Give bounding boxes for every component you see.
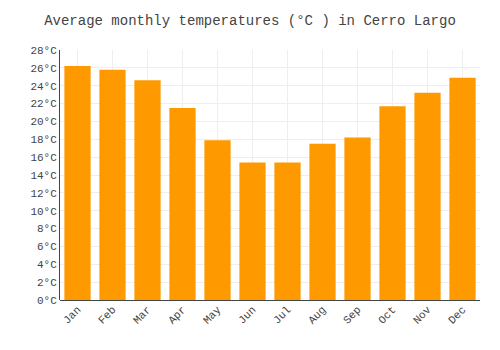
svg-text:May: May [201, 304, 224, 327]
svg-text:Aug: Aug [306, 304, 328, 326]
svg-text:Jul: Jul [271, 304, 293, 326]
svg-text:0°C: 0°C [37, 295, 57, 307]
svg-text:24°C: 24°C [30, 81, 57, 93]
svg-text:12°C: 12°C [30, 188, 57, 200]
svg-text:20°C: 20°C [30, 116, 57, 128]
svg-text:10°C: 10°C [30, 206, 57, 218]
svg-text:Dec: Dec [446, 304, 468, 326]
svg-text:Jun: Jun [236, 304, 258, 326]
svg-text:Nov: Nov [411, 304, 434, 327]
svg-text:14°C: 14°C [30, 170, 57, 182]
svg-text:Jan: Jan [61, 304, 83, 326]
svg-text:Apr: Apr [166, 304, 188, 326]
svg-text:Oct: Oct [376, 304, 398, 326]
svg-text:Sep: Sep [341, 304, 363, 326]
svg-text:16°C: 16°C [30, 152, 57, 164]
svg-text:6°C: 6°C [37, 241, 57, 253]
svg-text:2°C: 2°C [37, 277, 57, 289]
svg-text:Mar: Mar [131, 304, 153, 326]
svg-text:26°C: 26°C [30, 63, 57, 75]
svg-text:18°C: 18°C [30, 134, 57, 146]
svg-text:8°C: 8°C [37, 223, 57, 235]
svg-text:Average monthly temperatures (: Average monthly temperatures (°C ) in Ce… [44, 13, 456, 29]
svg-text:Feb: Feb [96, 304, 118, 326]
svg-text:28°C: 28°C [30, 45, 57, 57]
svg-text:22°C: 22°C [30, 98, 57, 110]
svg-text:4°C: 4°C [37, 259, 57, 271]
